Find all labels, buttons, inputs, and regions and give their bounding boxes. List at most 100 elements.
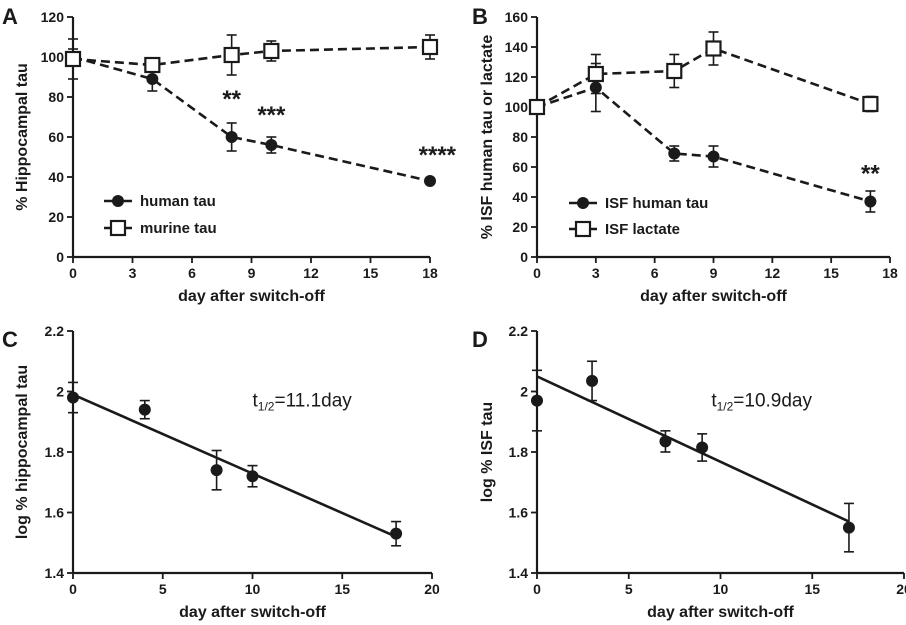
- data-point: [696, 441, 709, 454]
- half-life-label: t1/2=11.1day: [253, 391, 353, 414]
- panel-letter: C: [2, 327, 18, 352]
- data-point: [864, 195, 877, 208]
- y-axis-title: % ISF human tau or lactate: [479, 35, 496, 240]
- x-tick-label: 0: [533, 581, 541, 597]
- data-point: [421, 38, 439, 56]
- data-point: [528, 98, 546, 116]
- data-point: [586, 374, 599, 387]
- legend-label: ISF human tau: [605, 195, 708, 212]
- x-axis-title: day after switch-off: [647, 604, 794, 621]
- y-tick-label: 120: [505, 69, 529, 85]
- y-tick-label: 140: [505, 39, 529, 55]
- x-tick-label: 12: [303, 265, 319, 281]
- panel-letter: D: [472, 327, 488, 352]
- x-tick-label: 12: [765, 265, 781, 281]
- series-line: [536, 86, 871, 203]
- y-axis-title: log % ISF tau: [479, 402, 496, 502]
- y-tick-label: 80: [512, 129, 528, 145]
- x-tick-label: 6: [651, 265, 659, 281]
- x-tick-label: 15: [334, 581, 350, 597]
- data-point: [225, 131, 238, 143]
- x-axis-title: day after switch-off: [179, 604, 326, 621]
- data-point: [223, 46, 240, 64]
- y-tick-label: 2: [520, 384, 528, 400]
- y-tick-label: 40: [48, 169, 64, 185]
- y-tick-label: 1.8: [509, 444, 529, 460]
- significance-annotation: ****: [419, 142, 457, 169]
- significance-annotation: **: [222, 86, 241, 113]
- data-point: [668, 147, 681, 160]
- x-tick-label: 18: [422, 265, 438, 281]
- legend-marker: [109, 219, 127, 237]
- data-point: [862, 95, 879, 113]
- y-axis-title: log % hippocampal tau: [14, 365, 31, 539]
- x-tick-label: 20: [896, 581, 906, 597]
- x-tick-label: 15: [823, 265, 839, 281]
- panel-d: D 0 5 10 15 20 1.4 1.6 1.8 2 2.2 day after switch-o…: [472, 323, 906, 621]
- panel-a: A 0 3 6 9 12 15 18 0 20 40 60 80 100 120 day after swit…: [2, 4, 457, 305]
- data-point: [842, 521, 855, 534]
- series-line: [72, 55, 431, 183]
- legend-label: ISF lactate: [605, 221, 680, 238]
- y-tick-label: 1.4: [45, 565, 65, 581]
- data-point: [531, 394, 543, 407]
- x-tick-label: 5: [625, 581, 633, 597]
- data-point: [666, 62, 683, 80]
- y-axis-title: % Hippocampal tau: [14, 63, 31, 211]
- data-point: [263, 42, 280, 60]
- y-tick-label: 60: [48, 129, 64, 145]
- x-tick-label: 9: [248, 265, 256, 281]
- data-point: [146, 73, 159, 85]
- x-tick-label: 5: [159, 581, 167, 597]
- data-point: [138, 403, 151, 416]
- x-tick-label: 9: [710, 265, 718, 281]
- data-point: [210, 464, 223, 477]
- legend-label: human tau: [140, 193, 216, 210]
- y-tick-label: 120: [41, 9, 65, 25]
- panel-b: B 0 3 6 9 12 15 18 0 20 40 60 80 100 120 140 160 day afte…: [472, 4, 898, 305]
- legend-label: murine tau: [140, 220, 217, 237]
- y-tick-label: 1.6: [509, 505, 529, 521]
- y-tick-label: 2.2: [509, 323, 529, 339]
- x-tick-label: 0: [69, 265, 77, 281]
- panel-c: C 0 5 10 15 20 1.4 1.6 1.8 2 2.2 day after switch-o…: [2, 323, 440, 621]
- x-tick-label: 6: [188, 265, 196, 281]
- data-point: [265, 139, 278, 151]
- x-tick-label: 10: [713, 581, 729, 597]
- y-tick-label: 1.6: [45, 505, 65, 521]
- y-tick-label: 20: [48, 209, 64, 225]
- x-tick-label: 18: [882, 265, 898, 281]
- y-tick-label: 60: [512, 159, 528, 175]
- regression-line: [72, 393, 397, 538]
- y-tick-label: 100: [41, 49, 65, 65]
- x-tick-label: 15: [363, 265, 379, 281]
- data-point: [246, 470, 259, 483]
- data-point: [659, 435, 672, 448]
- y-tick-label: 160: [505, 9, 529, 25]
- data-point: [390, 527, 403, 540]
- y-tick-label: 0: [56, 249, 64, 265]
- x-axis-title: day after switch-off: [178, 288, 325, 305]
- series-line: [72, 45, 431, 67]
- panel-letter: A: [2, 4, 18, 29]
- half-life-label: t1/2=10.9day: [711, 391, 812, 414]
- data-point: [587, 65, 604, 83]
- series-line: [536, 47, 871, 109]
- significance-annotation: ***: [257, 102, 286, 129]
- y-tick-label: 40: [512, 189, 528, 205]
- y-tick-label: 20: [512, 219, 528, 235]
- x-tick-label: 10: [245, 581, 261, 597]
- x-tick-label: 3: [592, 265, 600, 281]
- y-tick-label: 2: [56, 384, 64, 400]
- panel-letter: B: [472, 4, 488, 29]
- significance-annotation: **: [861, 161, 880, 188]
- x-tick-label: 15: [804, 581, 820, 597]
- y-tick-label: 1.4: [509, 565, 529, 581]
- x-tick-label: 0: [533, 265, 541, 281]
- y-tick-label: 0: [520, 249, 528, 265]
- y-tick-label: 100: [505, 99, 529, 115]
- y-tick-label: 2.2: [45, 323, 65, 339]
- data-point: [144, 56, 161, 74]
- data-point: [67, 391, 79, 404]
